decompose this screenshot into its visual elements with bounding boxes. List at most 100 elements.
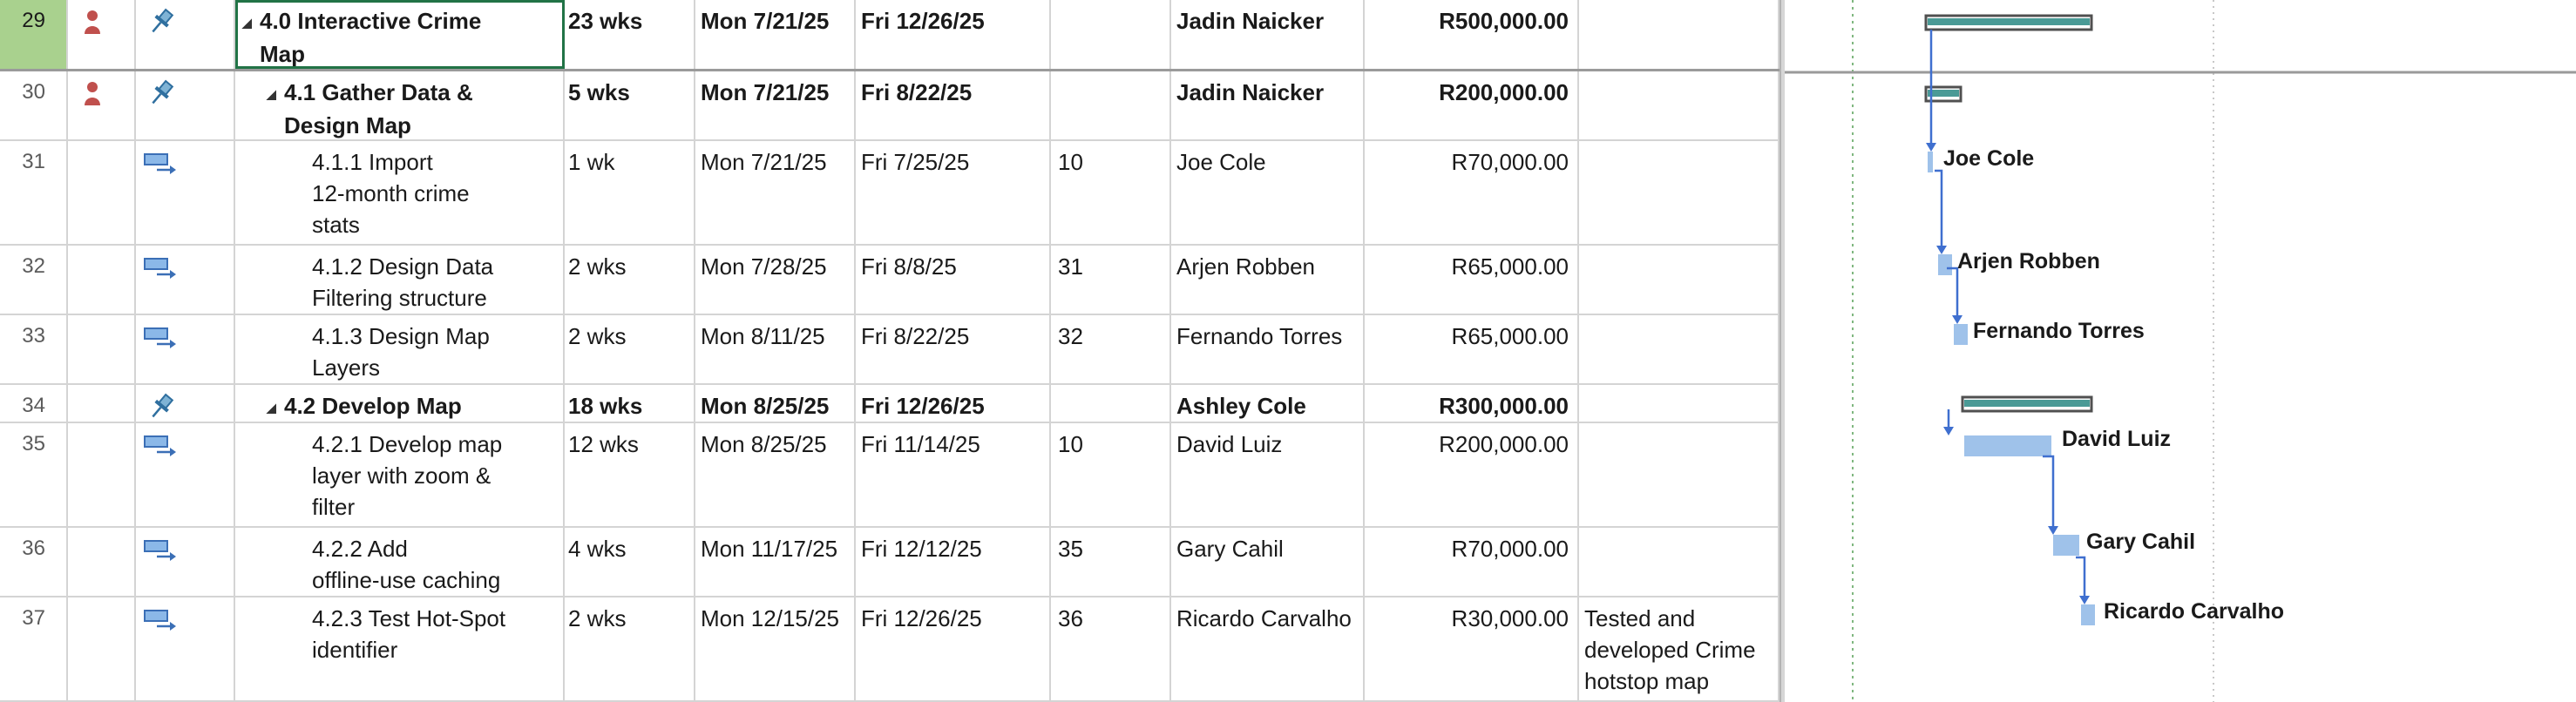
task-row[interactable]: 30 ◢ 4.1 Gather Data & Design Map 5 wks Mon 7… — [0, 71, 1779, 141]
predecessors-cell[interactable] — [1051, 385, 1171, 422]
predecessors-cell[interactable]: 35 — [1051, 528, 1171, 596]
task-row[interactable]: 31 4.1.1 Import 12-month crime stats 1 wk Mon… — [0, 141, 1779, 246]
task-name-cell[interactable]: 4.1.3 Design Map Layers — [235, 315, 565, 383]
task-name-cell[interactable]: 4.2.2 Add offline-use caching — [235, 528, 565, 596]
finish-cell[interactable]: Fri 12/26/25 — [856, 385, 1051, 422]
collapse-triangle-icon[interactable]: ◢ — [242, 16, 252, 30]
resource-cell[interactable]: Jadin Naicker — [1171, 0, 1365, 69]
duration-cell[interactable]: 2 wks — [565, 315, 695, 383]
row-id[interactable]: 35 — [0, 423, 68, 526]
cost-cell[interactable]: R65,000.00 — [1365, 246, 1579, 314]
duration-cell[interactable]: 1 wk — [565, 141, 695, 244]
task-name-cell[interactable]: ◢ 4.0 Interactive Crime Map — [235, 0, 565, 69]
finish-cell[interactable]: Fri 12/26/25 — [856, 597, 1051, 700]
duration-cell[interactable]: 2 wks — [565, 597, 695, 700]
task-row[interactable]: 34 ◢ 4.2 Develop Map 18 wks Mon 8/25/25 Fri 1… — [0, 385, 1779, 423]
notes-cell[interactable] — [1579, 0, 1779, 69]
start-cell[interactable]: Mon 7/21/25 — [695, 71, 856, 139]
notes-cell[interactable] — [1579, 315, 1779, 383]
finish-cell[interactable]: Fri 8/22/25 — [856, 71, 1051, 139]
split-divider[interactable] — [1779, 0, 1785, 702]
duration-cell[interactable]: 18 wks — [565, 385, 695, 422]
duration-cell[interactable]: 4 wks — [565, 528, 695, 596]
cost-cell[interactable]: R70,000.00 — [1365, 141, 1579, 244]
predecessors-cell[interactable]: 36 — [1051, 597, 1171, 700]
resource-cell[interactable]: Fernando Torres — [1171, 315, 1365, 383]
collapse-triangle-icon[interactable]: ◢ — [267, 401, 276, 415]
finish-cell[interactable]: Fri 7/25/25 — [856, 141, 1051, 244]
task-row[interactable]: 33 4.1.3 Design Map Layers 2 wks Mon 8/11/25… — [0, 315, 1779, 385]
duration-cell[interactable]: 23 wks — [565, 0, 695, 69]
cost-cell[interactable]: R70,000.00 — [1365, 528, 1579, 596]
cost-cell[interactable]: R65,000.00 — [1365, 315, 1579, 383]
task-name-cell[interactable]: 4.2.1 Develop map layer with zoom & filter — [235, 423, 565, 526]
predecessors-cell[interactable]: 10 — [1051, 141, 1171, 244]
row-id[interactable]: 30 — [0, 71, 68, 139]
task-row[interactable]: 32 4.1.2 Design Data Filtering structure 2 … — [0, 246, 1779, 315]
task-mode-cell[interactable] — [136, 597, 235, 700]
duration-cell[interactable]: 5 wks — [565, 71, 695, 139]
notes-cell[interactable] — [1579, 528, 1779, 596]
cost-cell[interactable]: R30,000.00 — [1365, 597, 1579, 700]
task-mode-cell[interactable] — [136, 0, 235, 69]
task-row[interactable]: 29 ◢ 4.0 Interactive Crime Map 23 wks Mon 7/2… — [0, 0, 1779, 71]
notes-cell[interactable] — [1579, 385, 1779, 422]
finish-cell[interactable]: Fri 12/26/25 — [856, 0, 1051, 69]
row-id[interactable]: 37 — [0, 597, 68, 700]
notes-cell[interactable]: Tested and developed Crime hotstop map — [1579, 597, 1779, 700]
task-row[interactable]: 37 4.2.3 Test Hot-Spot identifier 2 wks Mon … — [0, 597, 1779, 702]
notes-cell[interactable] — [1579, 423, 1779, 526]
start-cell[interactable]: Mon 7/21/25 — [695, 0, 856, 69]
task-name-cell[interactable]: 4.1.2 Design Data Filtering structure — [235, 246, 565, 314]
duration-cell[interactable]: 2 wks — [565, 246, 695, 314]
predecessors-cell[interactable]: 32 — [1051, 315, 1171, 383]
resource-cell[interactable]: Jadin Naicker — [1171, 71, 1365, 139]
row-id[interactable]: 36 — [0, 528, 68, 596]
task-mode-cell[interactable] — [136, 141, 235, 244]
row-id[interactable]: 32 — [0, 246, 68, 314]
finish-cell[interactable]: Fri 8/8/25 — [856, 246, 1051, 314]
task-mode-cell[interactable] — [136, 528, 235, 596]
start-cell[interactable]: Mon 12/15/25 — [695, 597, 856, 700]
start-cell[interactable]: Mon 11/17/25 — [695, 528, 856, 596]
finish-cell[interactable]: Fri 12/12/25 — [856, 528, 1051, 596]
task-mode-cell[interactable] — [136, 385, 235, 422]
resource-cell[interactable]: Gary Cahil — [1171, 528, 1365, 596]
task-row[interactable]: 35 4.2.1 Develop map layer with zoom & filt… — [0, 423, 1779, 528]
notes-cell[interactable] — [1579, 141, 1779, 244]
notes-cell[interactable] — [1579, 246, 1779, 314]
resource-cell[interactable]: Joe Cole — [1171, 141, 1365, 244]
predecessors-cell[interactable] — [1051, 71, 1171, 139]
row-id[interactable]: 31 — [0, 141, 68, 244]
finish-cell[interactable]: Fri 11/14/25 — [856, 423, 1051, 526]
task-mode-cell[interactable] — [136, 315, 235, 383]
task-name-cell[interactable]: ◢ 4.2 Develop Map — [235, 385, 565, 422]
resource-cell[interactable]: David Luiz — [1171, 423, 1365, 526]
start-cell[interactable]: Mon 7/21/25 — [695, 141, 856, 244]
task-name-cell[interactable]: 4.1.1 Import 12-month crime stats — [235, 141, 565, 244]
task-mode-cell[interactable] — [136, 246, 235, 314]
task-mode-cell[interactable] — [136, 71, 235, 139]
cost-cell[interactable]: R200,000.00 — [1365, 71, 1579, 139]
resource-cell[interactable]: Arjen Robben — [1171, 246, 1365, 314]
row-id[interactable]: 29 — [0, 0, 68, 69]
predecessors-cell[interactable]: 10 — [1051, 423, 1171, 526]
resource-cell[interactable]: Ashley Cole — [1171, 385, 1365, 422]
finish-cell[interactable]: Fri 8/22/25 — [856, 315, 1051, 383]
resource-cell[interactable]: Ricardo Carvalho — [1171, 597, 1365, 700]
task-name-cell[interactable]: 4.2.3 Test Hot-Spot identifier — [235, 597, 565, 700]
task-row[interactable]: 36 4.2.2 Add offline-use caching 4 wks Mon 1… — [0, 528, 1779, 597]
duration-cell[interactable]: 12 wks — [565, 423, 695, 526]
start-cell[interactable]: Mon 8/25/25 — [695, 385, 856, 422]
cost-cell[interactable]: R500,000.00 — [1365, 0, 1579, 69]
task-mode-cell[interactable] — [136, 423, 235, 526]
predecessors-cell[interactable] — [1051, 0, 1171, 69]
predecessors-cell[interactable]: 31 — [1051, 246, 1171, 314]
notes-cell[interactable] — [1579, 71, 1779, 139]
cost-cell[interactable]: R300,000.00 — [1365, 385, 1579, 422]
task-name-cell[interactable]: ◢ 4.1 Gather Data & Design Map — [235, 71, 565, 139]
start-cell[interactable]: Mon 8/25/25 — [695, 423, 856, 526]
start-cell[interactable]: Mon 8/11/25 — [695, 315, 856, 383]
start-cell[interactable]: Mon 7/28/25 — [695, 246, 856, 314]
cost-cell[interactable]: R200,000.00 — [1365, 423, 1579, 526]
